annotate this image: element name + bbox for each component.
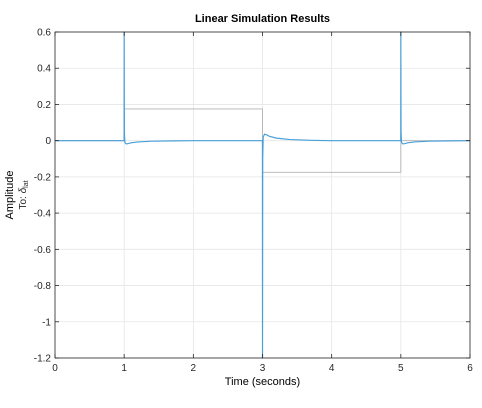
x-tick-label: 6	[467, 363, 473, 374]
y-tick-label: 0.4	[37, 64, 51, 75]
chart-title: Linear Simulation Results	[195, 13, 330, 25]
x-tick-label: 0	[52, 363, 58, 374]
series-layer	[55, 31, 471, 359]
y-tick-label: -0.8	[34, 281, 52, 292]
x-tick-label: 5	[398, 363, 404, 374]
ticks: 0 1 2 3 4 5 6 0.6 0.4 0.2 0 -0.2 -0.4 -0.6 -0.8 -1 -1.2	[34, 28, 473, 375]
y-tick-label: 0.2	[37, 100, 51, 111]
y-tick-label: -0.4	[34, 209, 52, 220]
response-line	[55, 31, 471, 359]
output-channel-subscript: lat	[23, 180, 30, 187]
y-tick-label: 0	[45, 136, 51, 147]
output-channel-symbol: δ	[18, 187, 29, 193]
x-tick-label: 3	[260, 363, 266, 374]
x-tick-label: 1	[121, 363, 127, 374]
x-tick-label: 4	[329, 363, 335, 374]
output-channel-prefix: To:	[18, 193, 29, 209]
y-tick-label: -0.2	[34, 172, 52, 183]
y-tick-label: 0.6	[37, 28, 51, 39]
y-tick-label: -1	[42, 317, 51, 328]
output-channel-label: To: δlat	[18, 180, 30, 209]
y-tick-label: -0.6	[34, 245, 52, 256]
x-tick-label: 2	[191, 363, 197, 374]
y-tick-label: -1.2	[34, 354, 52, 365]
x-axis-label: Time (seconds)	[225, 376, 300, 388]
y-axis-label: Amplitude	[4, 171, 16, 220]
